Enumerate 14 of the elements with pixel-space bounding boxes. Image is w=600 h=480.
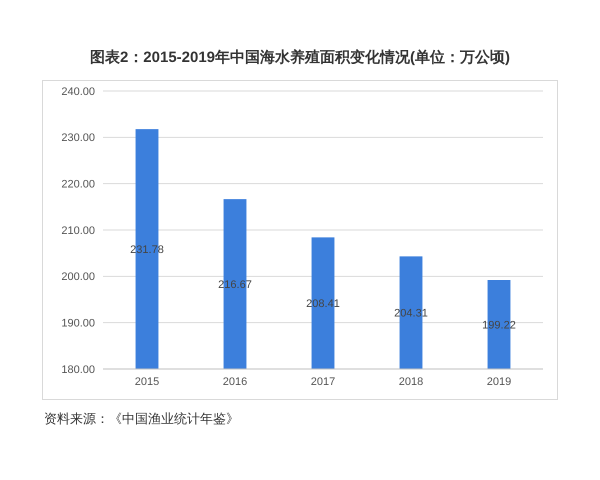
y-tick-label: 190.00: [61, 318, 95, 330]
x-tick-label: 2016: [222, 376, 248, 388]
y-tick-label: 200.00: [61, 271, 95, 284]
y-tick-label: 210.00: [61, 224, 95, 237]
chart-title: 图表2：2015-2019年中国海水养殖面积变化情况(单位：万公顷): [88, 48, 512, 67]
x-tick-label: 2015: [134, 376, 160, 388]
y-tick-label: 180.00: [61, 364, 95, 376]
y-tick-label: 240.00: [61, 86, 95, 98]
x-tick-label: 2018: [398, 376, 424, 388]
y-tick-label: 230.00: [61, 132, 95, 144]
y-tick-label: 220.00: [61, 178, 95, 191]
text: 资料来源：《中国渔业统计年鉴》: [44, 410, 239, 428]
x-tick-label: 2017: [310, 376, 336, 388]
x-tick-label: 2019: [486, 376, 512, 388]
